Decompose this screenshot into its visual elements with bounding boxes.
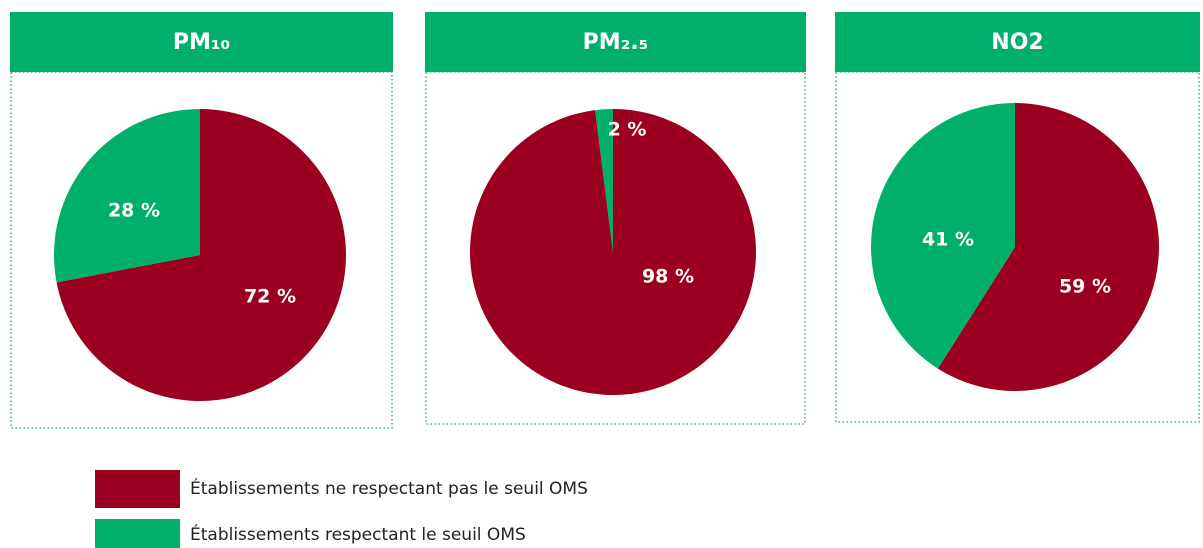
legend-swatch bbox=[95, 519, 180, 548]
pie-slice bbox=[595, 109, 613, 252]
value-label: 41 % bbox=[922, 229, 974, 251]
chart-title: PM₂.₅ bbox=[583, 30, 649, 55]
pie-slice bbox=[470, 109, 756, 396]
pie-slice bbox=[937, 103, 1159, 391]
chart-title: PM₁₀ bbox=[173, 30, 230, 55]
chart-title: NO2 bbox=[991, 30, 1043, 55]
pie-slice bbox=[870, 103, 1015, 369]
panel-header bbox=[835, 12, 1200, 72]
legend-label: Établissements ne respectant pas le seui… bbox=[190, 477, 588, 499]
panel-border bbox=[10, 71, 393, 429]
panel-header bbox=[10, 12, 393, 72]
value-label: 59 % bbox=[1059, 276, 1111, 298]
legend-label: Établissements respectant le seuil OMS bbox=[190, 523, 526, 545]
value-label: 28 % bbox=[108, 200, 160, 222]
value-label: 72 % bbox=[244, 286, 296, 308]
pie-slice bbox=[56, 109, 347, 401]
panel-header bbox=[425, 12, 806, 72]
pie-slice bbox=[53, 109, 200, 283]
legend-swatch bbox=[95, 470, 180, 508]
value-label: 2 % bbox=[608, 119, 647, 141]
value-label: 98 % bbox=[642, 266, 694, 288]
